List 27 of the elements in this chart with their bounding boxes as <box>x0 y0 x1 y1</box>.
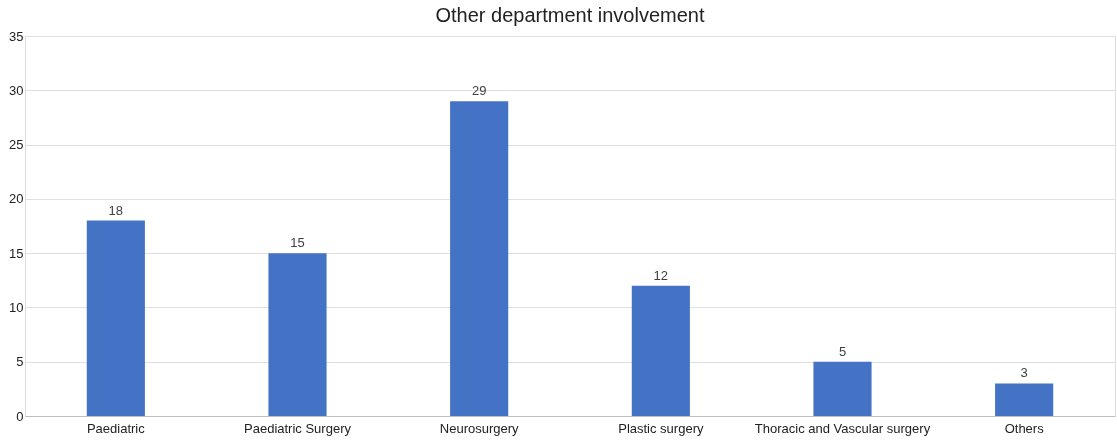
data-label: 15 <box>290 235 305 251</box>
x-tick-label: Others <box>1004 420 1045 436</box>
chart-title: Other department involvement <box>435 4 705 26</box>
x-tick-label: Paediatric <box>86 420 146 436</box>
y-tick-label: 30 <box>9 82 24 98</box>
data-label: 12 <box>653 267 669 283</box>
x-tick-label: Thoracic and Vascular surgery <box>754 420 931 436</box>
data-label: 3 <box>1020 365 1028 381</box>
y-tick-label: 10 <box>9 299 24 315</box>
bar <box>813 361 872 416</box>
data-label: 5 <box>838 343 847 359</box>
y-tick-label: 20 <box>9 191 24 207</box>
bar <box>450 101 509 416</box>
bar <box>631 285 690 416</box>
x-tick-label: Paediatric Surgery <box>244 420 352 436</box>
bar <box>995 383 1054 416</box>
data-label: 18 <box>108 202 124 218</box>
x-tick-label: Neurosurgery <box>439 420 520 436</box>
y-tick-label: 25 <box>9 137 24 153</box>
data-label: 29 <box>471 83 487 99</box>
y-tick-label: 15 <box>9 245 24 261</box>
y-tick-label: 5 <box>16 354 24 370</box>
y-tick-label: 0 <box>16 408 24 424</box>
bar <box>268 253 327 416</box>
x-tick-label: Plastic surgery <box>618 420 704 436</box>
y-tick-label: 35 <box>9 28 24 44</box>
bar <box>86 220 145 416</box>
